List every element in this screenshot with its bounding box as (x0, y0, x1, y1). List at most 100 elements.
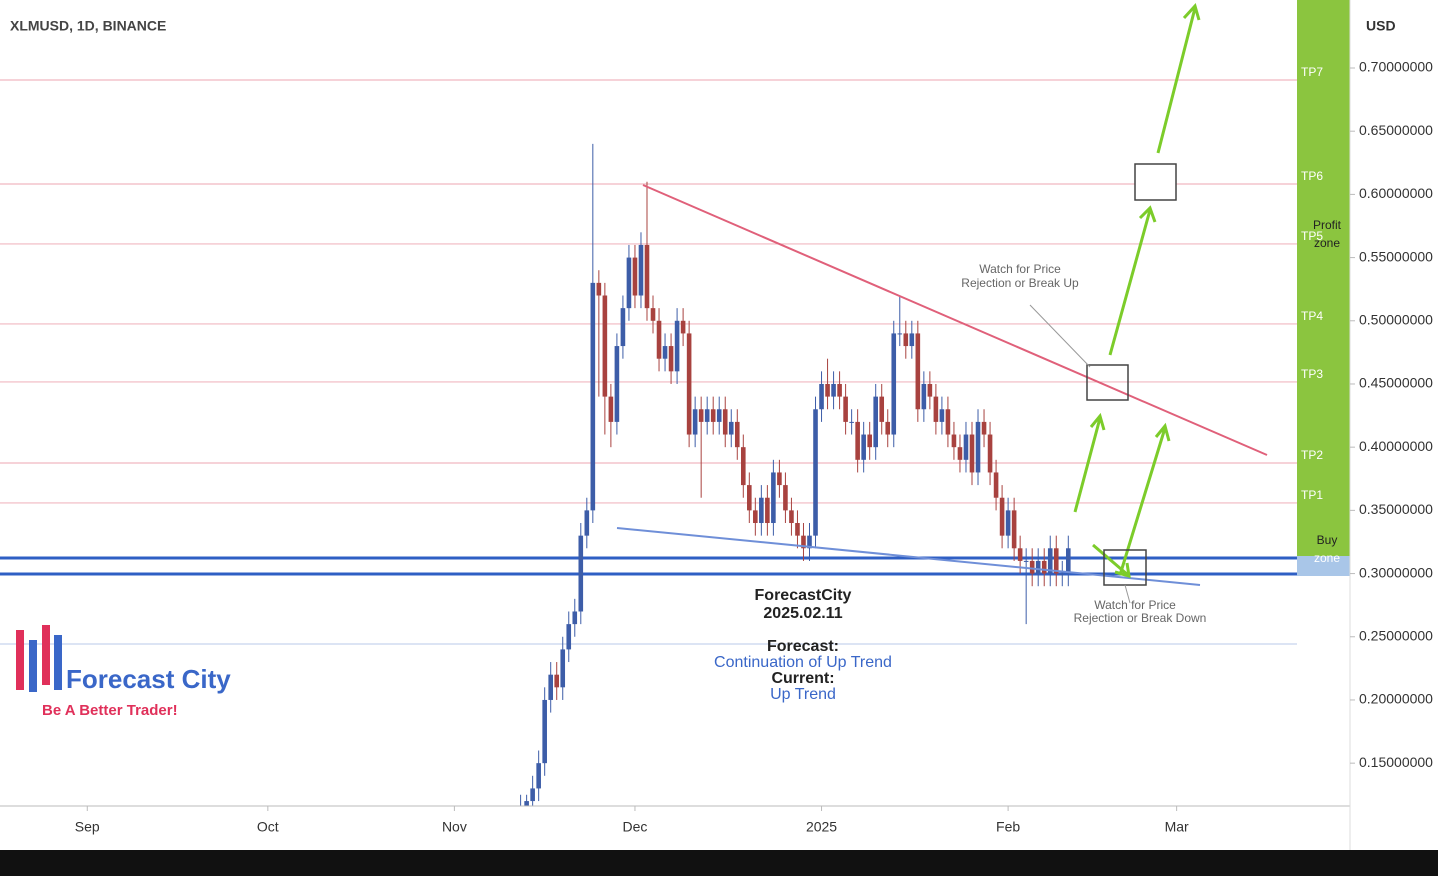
candle-body (981, 421, 987, 435)
watch-box (1086, 364, 1129, 401)
annotation: Rejection or Break Up (961, 276, 1079, 290)
candle-body (999, 497, 1005, 536)
candle-body (831, 383, 836, 397)
candle-body (993, 472, 999, 498)
zone-label: zone (1314, 551, 1340, 565)
y-tick-label: 0.30000000 (1359, 564, 1433, 580)
candle-body (1011, 510, 1017, 549)
candle-body (867, 434, 872, 448)
candle-body (686, 333, 692, 435)
candle-body (759, 497, 764, 524)
candle-body (554, 674, 560, 688)
candle-body (807, 535, 812, 549)
zone-label: zone (1314, 236, 1340, 250)
candle-body (885, 421, 891, 435)
candle-body (722, 409, 728, 435)
logo-tagline: Be A Better Trader! (42, 702, 178, 719)
tp-label: TP4 (1301, 309, 1323, 323)
candle-body (716, 409, 722, 422)
candle-body (578, 535, 584, 612)
candle-body (530, 788, 535, 802)
pointer (1029, 304, 1091, 368)
candle-body (542, 699, 547, 764)
candle-body (644, 244, 650, 309)
candle-body (747, 485, 752, 511)
candle-body (813, 409, 818, 536)
x-tick-label: Sep (75, 819, 100, 835)
candle-body (753, 510, 758, 524)
candle-body (728, 421, 734, 435)
arrow (1092, 543, 1131, 579)
candle-body (650, 308, 656, 321)
candle-body (771, 472, 776, 524)
candle-body (777, 472, 782, 486)
candle-body (1053, 548, 1059, 574)
candle-body (1059, 573, 1065, 575)
candle-body (939, 409, 945, 422)
logo-candle (54, 635, 62, 690)
candle-body (927, 383, 933, 397)
candle-body (765, 497, 770, 524)
candle-body (783, 485, 788, 511)
buy-zone (1297, 556, 1350, 576)
candle-body (951, 434, 957, 448)
candle-body (855, 421, 860, 460)
candle-body (632, 257, 638, 296)
candle-body (536, 763, 541, 789)
y-tick-label: 0.15000000 (1359, 754, 1433, 770)
arrow (1073, 412, 1106, 513)
bottom-bar (0, 850, 1438, 876)
center-text: 2025.02.11 (763, 605, 842, 622)
candle-body (638, 244, 644, 296)
candle-body (698, 409, 704, 422)
center-text: Up Trend (770, 686, 836, 703)
x-tick-label: Mar (1165, 819, 1189, 835)
logo-candle (42, 625, 50, 685)
annotation: Watch for Price (1094, 598, 1176, 612)
candle-body (626, 257, 632, 309)
candle-body (602, 295, 608, 397)
y-tick-label: 0.25000000 (1359, 627, 1433, 643)
chart-title: XLMUSD, 1D, BINANCE (10, 18, 166, 34)
tp-label: TP7 (1301, 65, 1323, 79)
y-tick-label: 0.45000000 (1359, 375, 1433, 391)
candle-body (680, 320, 686, 334)
candle-body (734, 421, 740, 448)
logo-candle (16, 630, 24, 690)
candle-body (909, 333, 915, 347)
candle-body (1029, 560, 1035, 574)
candle-body (710, 409, 716, 422)
candle-body (957, 447, 963, 460)
candle-body (614, 346, 620, 422)
tp-label: TP6 (1301, 169, 1323, 183)
y-tick-label: 0.40000000 (1359, 438, 1433, 454)
candle-body (819, 383, 824, 410)
y-tick-label: 0.55000000 (1359, 248, 1433, 264)
center-text: ForecastCity (755, 587, 852, 604)
trendline-support (616, 527, 1201, 586)
candle-body (704, 409, 710, 422)
candle-body (620, 308, 626, 347)
trendline-resistance (642, 184, 1268, 456)
candle-body (801, 535, 806, 549)
tp-label: TP3 (1301, 367, 1323, 381)
candle-body (921, 383, 927, 410)
y-tick-label: 0.35000000 (1359, 501, 1433, 517)
x-tick-label: Oct (257, 819, 279, 835)
annotation: Rejection or Break Down (1074, 611, 1207, 625)
candle-body (987, 434, 993, 473)
candle-body (584, 510, 590, 536)
candle-body (572, 611, 578, 625)
y-tick-label: 0.70000000 (1359, 59, 1433, 75)
candle-body (740, 447, 746, 486)
x-tick-label: Nov (442, 819, 467, 835)
candle-body (1035, 560, 1041, 574)
candle-body (662, 346, 668, 359)
profit-zone (1297, 0, 1350, 556)
candle-body (915, 333, 921, 410)
candle-body (891, 333, 897, 435)
y-tick-label: 0.60000000 (1359, 185, 1433, 201)
target-box (1134, 163, 1177, 201)
candle-body (560, 649, 566, 688)
